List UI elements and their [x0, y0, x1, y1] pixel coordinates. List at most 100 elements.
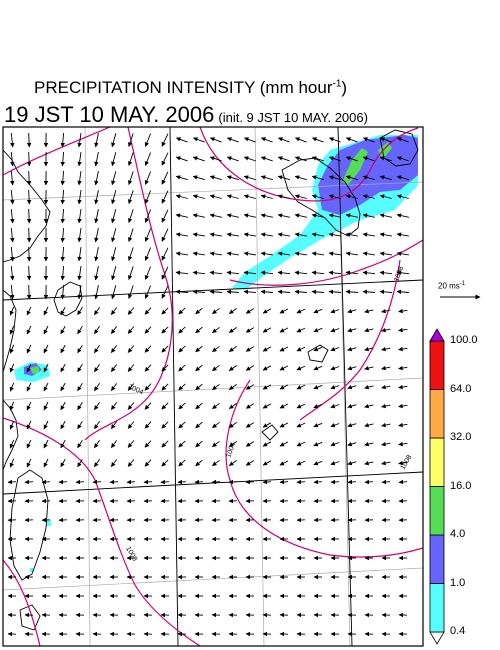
- wind-reference-label: 20 ms-1: [438, 281, 465, 291]
- wind-arrow: [43, 344, 49, 354]
- wind-arrow: [226, 156, 239, 162]
- wind-arrow: [228, 460, 237, 466]
- wind-vector-field: [7, 132, 410, 637]
- wind-arrow: [362, 251, 375, 256]
- wind-arrow: [161, 209, 169, 223]
- wind-arrow: [262, 479, 272, 485]
- wind-arrow: [262, 308, 272, 314]
- wind-arrow: [209, 289, 223, 295]
- wind-arrow: [364, 403, 374, 409]
- wind-arrow: [94, 440, 100, 449]
- wind-arrow: [330, 309, 340, 314]
- wind-arrow: [60, 344, 66, 354]
- wind-arrow: [161, 228, 169, 242]
- wind-arrow: [10, 265, 15, 281]
- wind-arrow: [328, 194, 341, 199]
- wind-arrow: [9, 401, 15, 411]
- wind-arrow: [77, 171, 82, 186]
- wind-arrow: [262, 460, 272, 466]
- wind-arrow: [178, 440, 186, 448]
- wind-arrow: [260, 175, 273, 181]
- wind-arrow: [347, 403, 357, 409]
- wind-arrow: [345, 251, 358, 256]
- wind-arrow: [381, 384, 391, 390]
- wind-arrow: [178, 326, 186, 334]
- korea-coast: [3, 149, 51, 263]
- wind-arrow: [328, 289, 342, 295]
- wind-arrow: [24, 479, 34, 485]
- wind-arrow: [398, 308, 408, 314]
- wind-arrow: [379, 156, 392, 162]
- wind-arrow: [26, 170, 32, 186]
- wind-arrow: [77, 344, 83, 354]
- wind-arrow: [260, 232, 273, 237]
- wind-arrow: [260, 270, 274, 276]
- wind-arrow: [330, 461, 340, 466]
- wind-arrow: [296, 327, 306, 333]
- wind-arrow: [226, 289, 240, 295]
- wind-arrow: [347, 441, 357, 447]
- wind-arrow: [10, 227, 15, 243]
- wind-arrow: [277, 156, 290, 162]
- wind-arrow: [379, 251, 392, 256]
- wind-arrow: [60, 458, 66, 468]
- wind-arrow: [175, 194, 188, 199]
- wind-arrow: [311, 175, 324, 181]
- valid-time-label: 19 JST 10 MAY. 2006: [4, 102, 215, 127]
- wind-arrow: [313, 365, 323, 371]
- wind-arrow: [381, 422, 391, 428]
- wind-arrow: [347, 308, 357, 314]
- wind-arrow: [212, 440, 220, 448]
- isobar-eastern: [229, 239, 423, 286]
- wind-arrow: [398, 365, 408, 371]
- wind-arrow: [296, 346, 306, 352]
- wind-arrow: [381, 327, 391, 333]
- wind-arrow: [277, 213, 290, 218]
- wind-arrow: [175, 156, 188, 162]
- wind-arrow: [381, 460, 391, 466]
- wind-arrow: [94, 171, 99, 186]
- wind-arrow: [209, 270, 223, 276]
- wind-arrow: [330, 442, 340, 447]
- wind-arrow: [279, 422, 289, 428]
- wind-arrow: [77, 439, 83, 449]
- wind-arrow: [260, 289, 274, 295]
- colorbar-tick-label: 1.0: [450, 576, 466, 589]
- wind-arrow: [277, 232, 290, 237]
- wind-arrow: [296, 441, 306, 447]
- colorbar-segment: [429, 340, 445, 390]
- wind-arrow: [110, 364, 118, 372]
- wind-arrow: [245, 346, 255, 352]
- wind-arrow: [311, 156, 324, 162]
- title-line1-exponent: -1: [332, 78, 342, 90]
- wind-arrow: [226, 137, 239, 143]
- wind-arrow: [379, 213, 392, 218]
- wind-arrow: [277, 289, 291, 295]
- wind-arrow: [245, 460, 255, 466]
- wind-arrow: [195, 345, 203, 353]
- wind-arrow: [260, 251, 273, 256]
- colorbar-over-arrow: [429, 328, 445, 342]
- isobar-1008-east: [299, 259, 401, 421]
- wind-arrow: [94, 209, 99, 224]
- wind-arrow: [43, 439, 49, 449]
- wind-arrow: [127, 285, 134, 300]
- wind-arrow: [243, 232, 256, 237]
- wind-arrow: [60, 189, 65, 205]
- wind-arrow: [77, 458, 83, 468]
- isobar-1008-south: [3, 417, 201, 646]
- wind-arrow: [144, 247, 152, 261]
- wind-arrow: [175, 289, 189, 295]
- wind-arrow: [209, 232, 222, 237]
- taiwan-coast: [9, 469, 49, 581]
- wind-arrow: [161, 383, 169, 391]
- wind-arrow: [9, 344, 15, 354]
- wind-arrow: [279, 479, 289, 485]
- isobar-south-center: [3, 559, 41, 646]
- wind-arrow: [313, 460, 323, 466]
- colorbar-tick-label: 0.4: [450, 625, 466, 637]
- wind-arrow: [330, 366, 340, 371]
- wind-arrow: [161, 152, 169, 166]
- wind-arrow: [245, 365, 255, 371]
- wind-arrow: [144, 402, 152, 410]
